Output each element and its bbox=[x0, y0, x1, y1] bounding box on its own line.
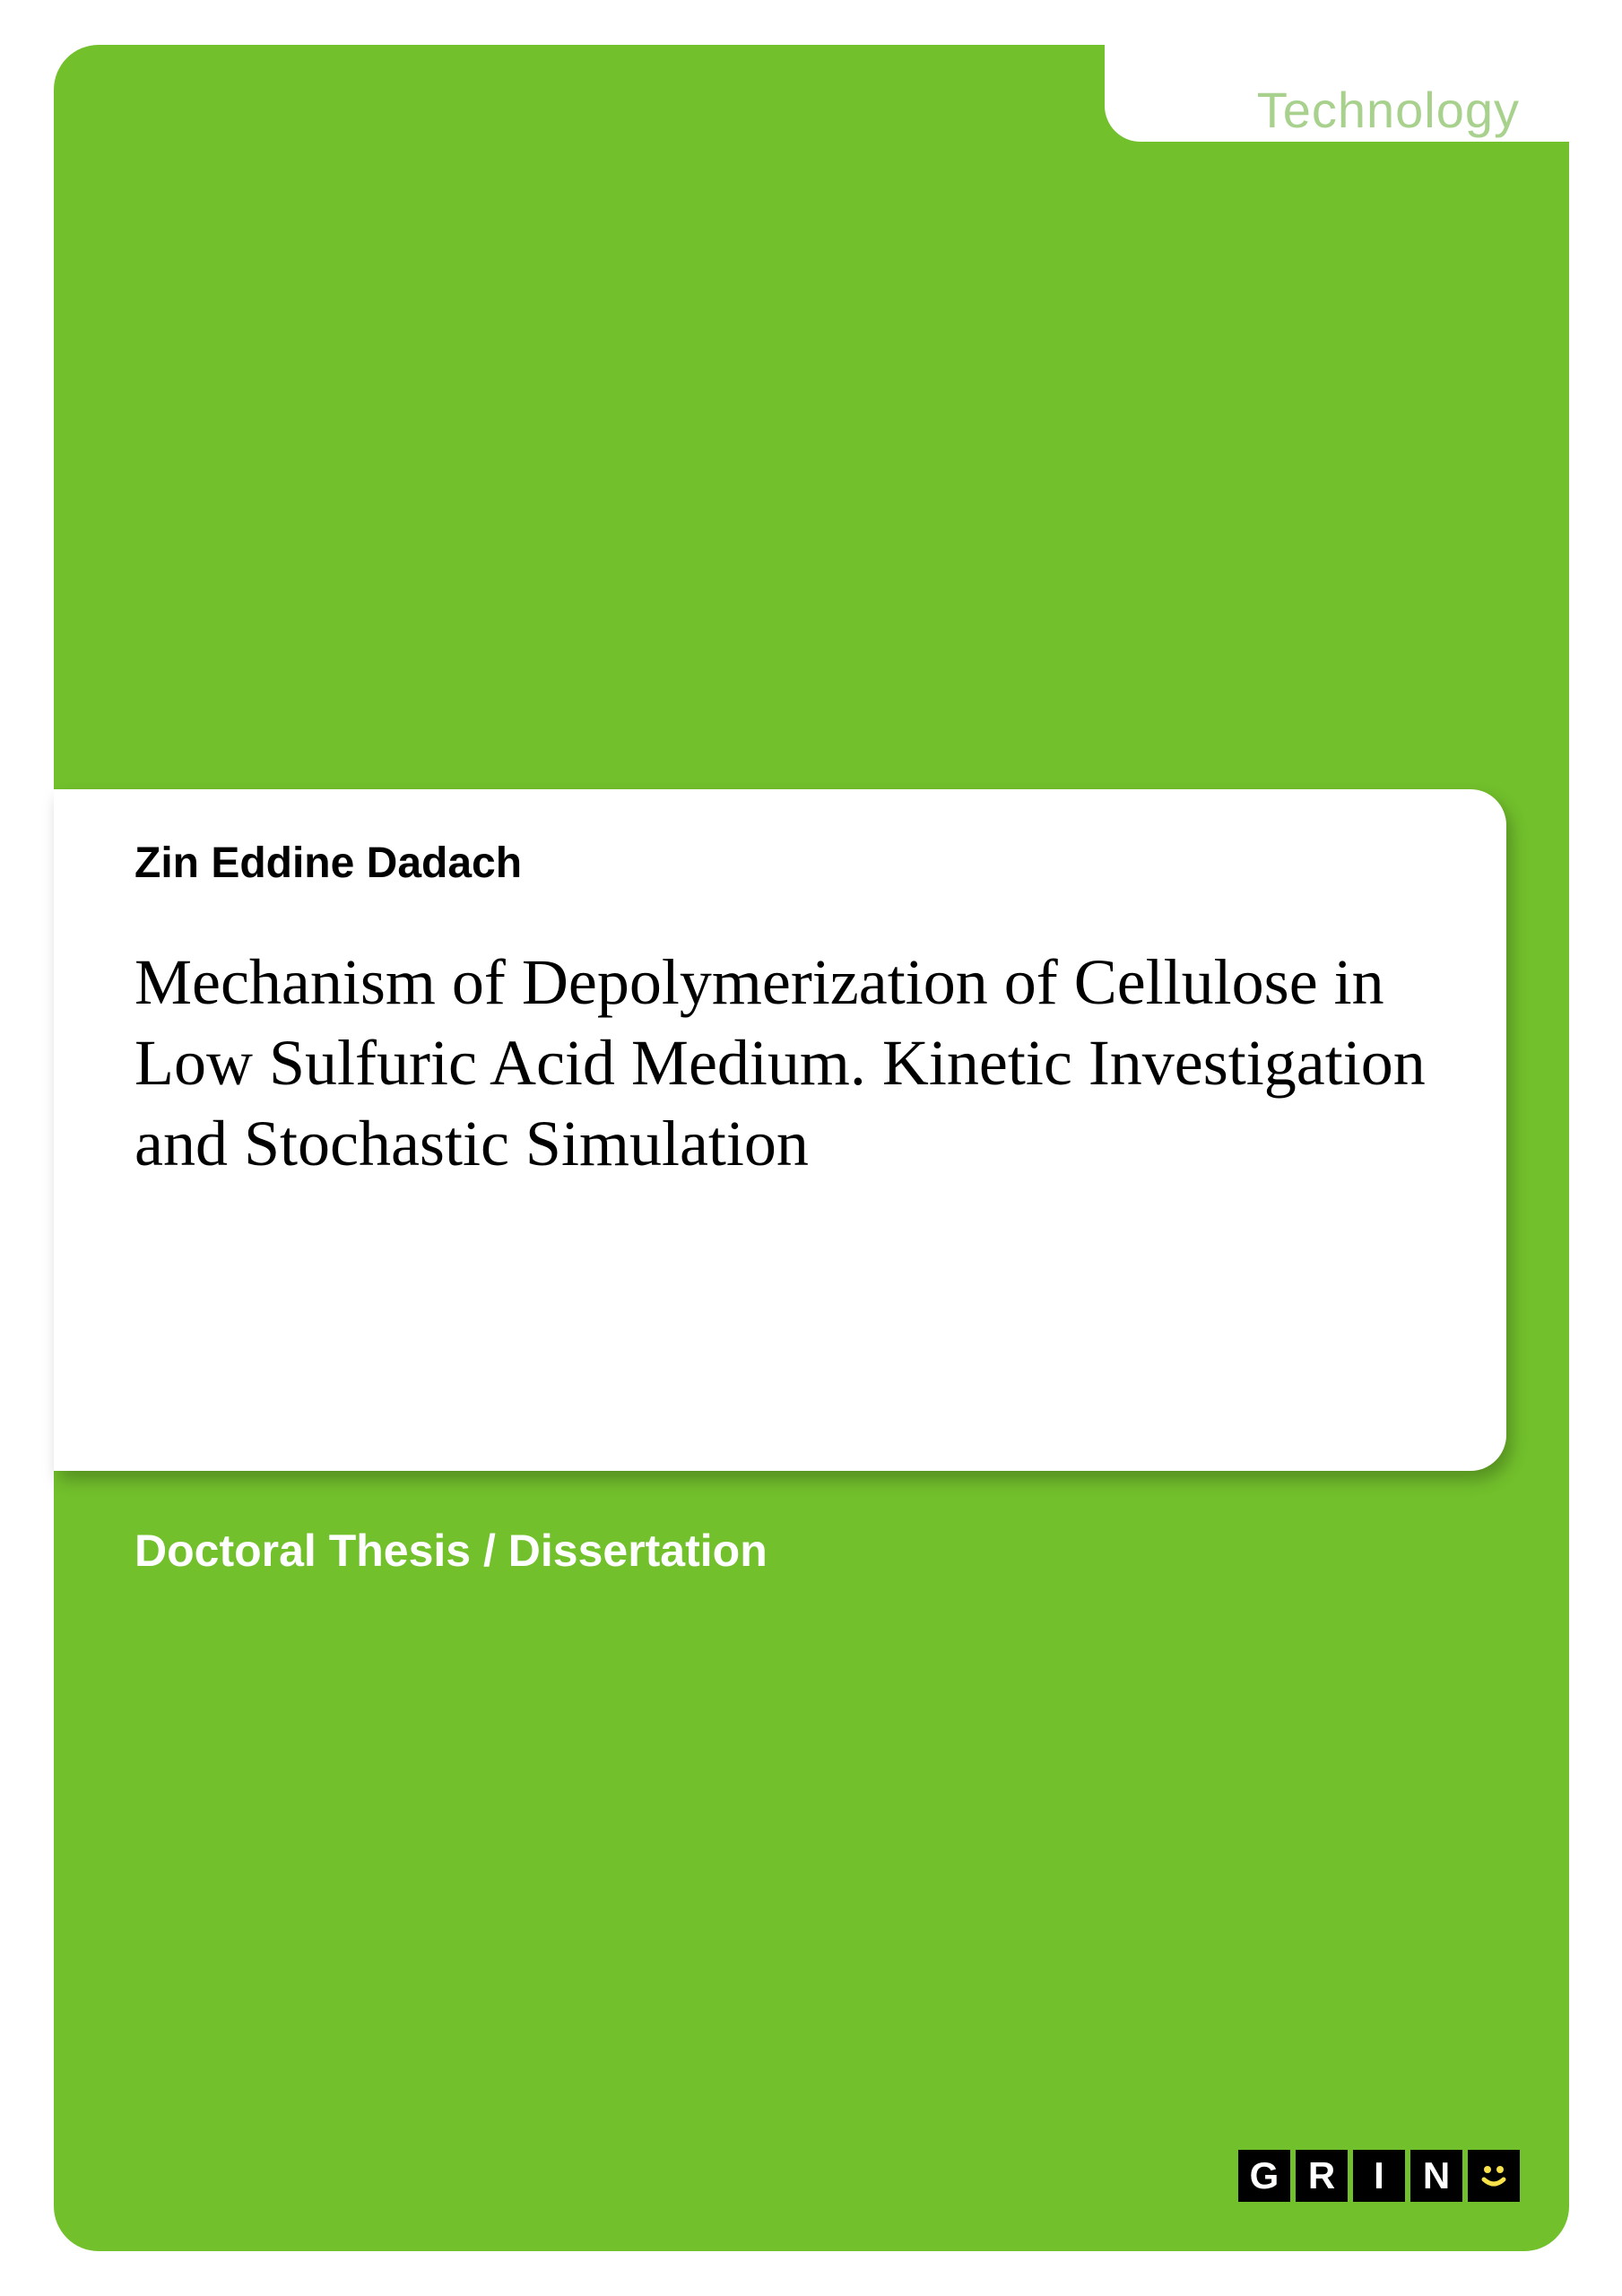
logo-letter: R bbox=[1296, 2150, 1348, 2202]
logo-letter: I bbox=[1353, 2150, 1405, 2202]
author-name: Zin Eddine Dadach bbox=[134, 839, 1426, 888]
publisher-logo: G R I N bbox=[1238, 2150, 1520, 2202]
logo-letter: N bbox=[1410, 2150, 1462, 2202]
title-card: Zin Eddine Dadach Mechanism of Depolymer… bbox=[54, 789, 1506, 1471]
logo-letter: G bbox=[1238, 2150, 1290, 2202]
category-label: Technology bbox=[1257, 81, 1520, 139]
cover-page: Technology Zin Eddine Dadach Mechanism o… bbox=[0, 0, 1622, 2296]
document-title: Mechanism of Depolymerization of Cellulo… bbox=[134, 942, 1426, 1184]
smile-icon bbox=[1468, 2150, 1520, 2202]
document-type: Doctoral Thesis / Dissertation bbox=[134, 1525, 768, 1577]
cover-background: Technology Zin Eddine Dadach Mechanism o… bbox=[54, 45, 1569, 2251]
